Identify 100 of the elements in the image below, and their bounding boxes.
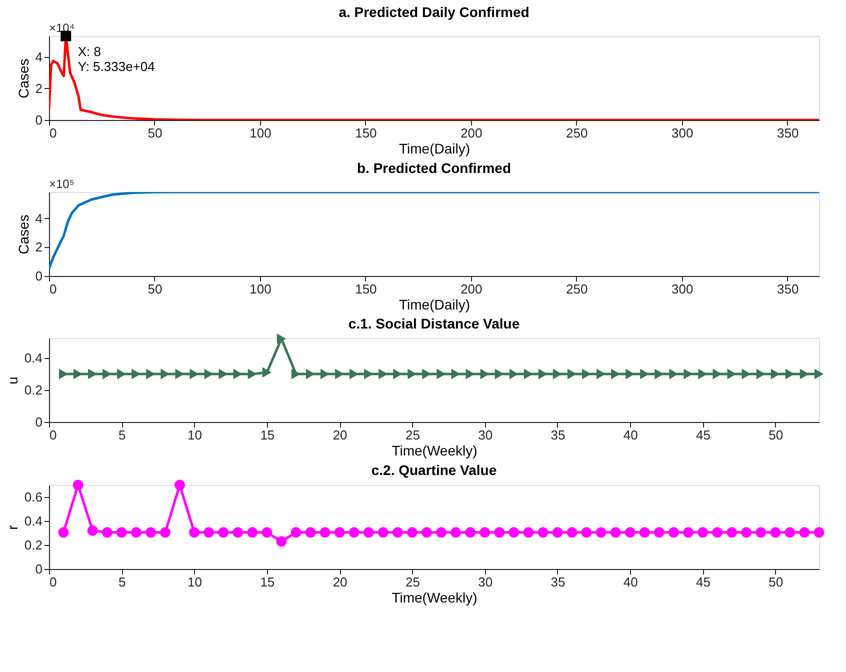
x-tick-label: 0 [50,574,57,590]
point [145,527,156,538]
y-tick-label: 0.6 [24,490,42,504]
chart-title: b. Predicted Confirmed [356,160,512,176]
point [72,480,84,490]
x-tick-label: 25 [405,428,420,442]
text: ×10⁵ [49,177,74,191]
annotation: X: 8 Y: 5.333e+04 [78,44,155,74]
x-tick-label: 5 [118,428,126,442]
x-tick-label: 25 [405,574,420,590]
chart-title: c.1. Social Distance Value [348,316,520,332]
point [799,527,810,538]
x-tick-label: 50 [148,126,162,140]
x-tick-label: 300 [672,282,694,296]
point [320,527,330,538]
point [668,527,679,538]
x-tick-label: 10 [188,574,202,590]
x-tick-label: 100 [250,126,272,140]
x-tick-label: 20 [332,428,348,442]
x-tick-label: 35 [550,428,566,442]
point [305,527,316,538]
x-tick-label: 30 [478,574,493,590]
x-tick-label: 250 [566,126,588,140]
x-tick-label: 100 [250,282,272,296]
point [450,527,462,538]
point [262,527,272,538]
point [87,525,98,536]
point [814,368,824,380]
point [814,527,824,538]
point [392,527,403,538]
x-axis-title: Time(Weekly) [392,442,478,458]
y-tick-label: 0 [35,268,42,284]
point [639,527,650,538]
point [524,368,533,380]
point [189,527,200,538]
point [436,527,447,538]
point [610,527,621,538]
y-tick-label: 4 [35,49,42,64]
point [276,536,287,547]
y-tick-label: 0 [35,414,42,430]
point [508,527,520,538]
point [421,527,432,538]
line-series [49,192,819,270]
point [566,527,578,538]
point [756,527,766,538]
x-tick-label: 0 [50,428,57,442]
x-axis-title: Time(Daily) [398,296,470,312]
point [204,527,214,538]
x-tick-label: 250 [566,282,588,296]
point [465,527,476,538]
x-tick-label: 15 [260,574,275,590]
y-tick-label: 4 [35,210,42,226]
point [102,527,112,538]
x-tick-label: 40 [623,574,638,590]
point [174,480,185,490]
chart-title: c.2. Quartine Value [371,462,497,478]
x-tick-label: 40 [623,428,638,442]
y-tick-label: 0.4 [24,514,42,528]
y-tick-label: 0.2 [24,382,42,398]
y-axis-title: Cases [15,214,32,254]
point [290,527,302,538]
point [363,527,374,538]
point [523,527,534,538]
point [348,527,360,538]
x-tick-label: 150 [355,126,377,140]
x-tick-label: 45 [696,574,711,590]
point [581,527,592,538]
x-tick-label: 0 [50,126,57,140]
point [698,527,708,538]
y-tick-label: 0 [35,562,42,576]
y-tick-label: 0.4 [24,350,42,366]
x-tick-label: 0 [50,282,57,296]
chart-title: a. Predicted Daily Confirmed [338,4,530,20]
point [116,527,127,538]
y-tick-label: 2 [35,240,42,255]
point [784,527,796,538]
point [596,527,606,538]
point [494,527,505,538]
x-tick-label: 35 [550,574,566,590]
x-axis-title: Time(Daily) [398,140,470,156]
point [480,527,490,538]
point [218,527,229,538]
point [785,368,794,380]
x-tick-label: 50 [768,574,784,590]
point [406,527,418,538]
point [232,527,244,538]
point [741,527,752,538]
point [334,527,345,538]
x-tick-label: 45 [696,428,711,442]
y-tick-label: 0 [35,112,42,128]
x-tick-label: 20 [332,574,348,590]
point [262,367,272,378]
point [160,527,170,538]
y-tick-label: 0.2 [24,538,42,552]
x-tick-label: 200 [460,282,482,296]
y-axis-title: r [4,524,20,530]
point [654,527,664,538]
x-tick-label: 15 [260,428,275,442]
x-tick-label: 30 [478,428,493,442]
point [538,527,548,538]
